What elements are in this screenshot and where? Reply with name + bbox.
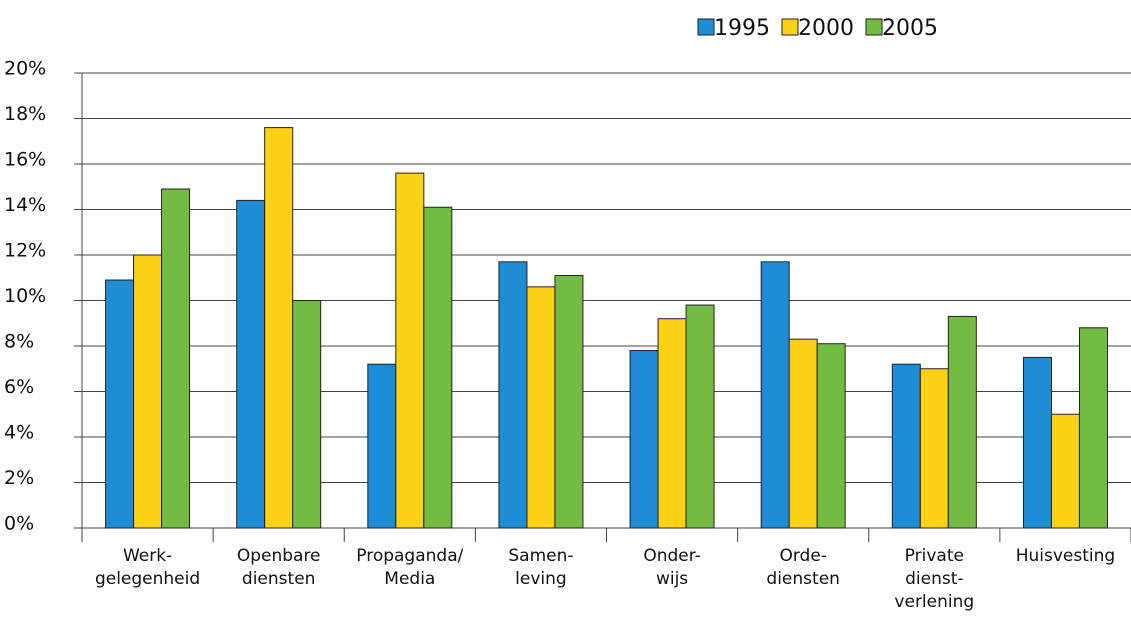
bar [395, 172, 425, 529]
bar [526, 286, 556, 529]
x-tick-label: Onder-wijs [643, 546, 700, 589]
bar [498, 261, 528, 529]
legend-swatch [697, 18, 715, 36]
bar [685, 304, 715, 529]
bar [1078, 327, 1108, 529]
bar [554, 274, 584, 529]
bar [236, 199, 266, 529]
y-tick-label: 18% [4, 103, 46, 125]
bar [891, 363, 921, 529]
bar [264, 127, 294, 529]
bar [657, 318, 687, 529]
y-tick-label: 2% [4, 467, 34, 489]
y-tick-label: 8% [4, 331, 34, 353]
x-tick-label: Huisvesting [1016, 546, 1115, 566]
bar [367, 363, 397, 529]
bar [788, 338, 818, 529]
bar [161, 188, 191, 529]
bar [629, 350, 659, 529]
legend-label: 2000 [798, 16, 854, 41]
bar [423, 206, 453, 529]
x-tick-label: Openbare diensten [237, 546, 321, 589]
bar [105, 279, 135, 529]
bar [133, 254, 163, 529]
legend-swatch [865, 18, 883, 36]
x-tick-label: Propaganda/Media [356, 546, 463, 589]
x-tick-label: Samen-leving [508, 546, 573, 589]
bar [816, 343, 846, 529]
legend-label: 1995 [714, 16, 770, 41]
y-tick-label: 10% [4, 285, 46, 307]
legend-swatch [781, 18, 799, 36]
bar [1050, 413, 1080, 529]
bar [292, 300, 322, 529]
y-tick-label: 4% [4, 422, 34, 444]
bar [919, 368, 949, 529]
bar [947, 315, 977, 529]
bar [760, 261, 790, 529]
y-tick-label: 0% [4, 513, 34, 535]
y-tick-label: 12% [4, 240, 46, 262]
x-tick-label: Werk-gelegenheid [95, 546, 200, 589]
y-tick-label: 14% [4, 194, 46, 216]
x-tick-label: Orde-diensten [766, 546, 840, 589]
y-tick-label: 16% [4, 149, 46, 171]
y-tick-label: 20% [4, 58, 46, 80]
x-tick-label: Private dienst-verlening [894, 546, 974, 612]
legend-label: 2005 [882, 16, 938, 41]
y-tick-label: 6% [4, 376, 34, 398]
bar [1022, 356, 1052, 529]
